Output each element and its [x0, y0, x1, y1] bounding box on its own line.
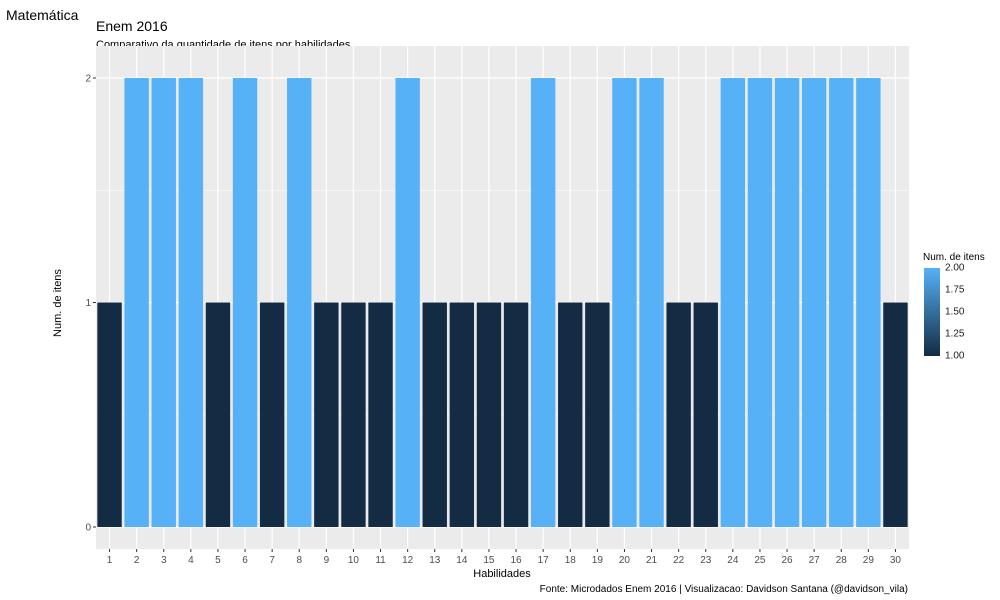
x-tick-label: 19	[592, 555, 604, 566]
x-tick-label: 13	[429, 555, 441, 566]
bar-28	[829, 78, 854, 527]
bar-6	[232, 78, 258, 527]
x-tick-label: 5	[215, 555, 221, 566]
x-tick-label: 18	[565, 555, 577, 566]
bar-30	[883, 302, 908, 527]
y-tick-label: 0	[85, 523, 91, 534]
bar-4	[178, 78, 204, 527]
bar-1	[97, 302, 122, 527]
bar-23	[693, 302, 718, 527]
legend-label: 1.75	[945, 284, 965, 296]
x-axis-label: Habilidades	[473, 568, 531, 580]
bars	[97, 78, 908, 527]
y-tick-label: 2	[85, 74, 91, 85]
bar-2	[124, 78, 149, 527]
x-tick-label: 20	[619, 555, 631, 566]
bar-27	[801, 78, 827, 527]
legend-label: 1.25	[945, 328, 965, 340]
bar-19	[585, 302, 610, 527]
y-axis-label: Num. de itens	[52, 269, 64, 337]
bar-12	[395, 78, 420, 527]
color-legend: Num. de itens 1.00 1.25 1.50 1.75 2.00	[923, 252, 985, 362]
bar-16	[503, 302, 529, 527]
x-tick-label: 28	[836, 555, 848, 566]
bar-9	[314, 302, 339, 527]
legend-label: 1.50	[945, 306, 965, 318]
bar-29	[856, 78, 881, 527]
legend-title: Num. de itens	[923, 252, 985, 263]
x-tick-label: 3	[161, 555, 167, 566]
bar-15	[476, 302, 502, 527]
y-axis: 0 1 2	[85, 74, 96, 534]
x-tick-label: 22	[673, 555, 685, 566]
x-tick-label: 14	[456, 555, 468, 566]
bar-21	[639, 78, 664, 527]
bar-24	[720, 78, 746, 527]
bar-26	[774, 78, 800, 527]
window-title: Matemática	[6, 7, 79, 23]
x-tick-label: 16	[510, 555, 522, 566]
bar-5	[205, 302, 231, 527]
bar-14	[449, 302, 475, 527]
x-axis: 1 2 3 4 5 6 7 8 9 10 11 12 13 14 15 16 17 18 19 20 21 22 23 24 2…	[107, 549, 902, 566]
x-tick-label: 11	[375, 555, 386, 566]
legend-label: 1.00	[945, 350, 965, 362]
x-tick-label: 12	[402, 555, 414, 566]
chart-caption: Fonte: Microdados Enem 2016 | Visualizac…	[539, 584, 908, 595]
plot-panel	[96, 46, 909, 549]
bar-10	[341, 302, 366, 527]
bar-3	[151, 78, 176, 527]
x-tick-label: 1	[107, 555, 113, 566]
y-tick-label: 1	[85, 298, 91, 309]
bar-8	[287, 78, 312, 527]
legend-color-bar	[924, 268, 940, 356]
bar-20	[612, 78, 637, 527]
x-tick-label: 6	[242, 555, 248, 566]
x-tick-label: 4	[188, 555, 194, 566]
x-tick-label: 26	[781, 555, 793, 566]
x-tick-label: 9	[324, 555, 330, 566]
chart-title: Enem 2016	[96, 18, 168, 34]
x-tick-label: 8	[296, 555, 302, 566]
bar-11	[368, 302, 393, 527]
legend-label: 2.00	[945, 262, 965, 274]
x-tick-label: 23	[700, 555, 712, 566]
x-tick-label: 15	[483, 555, 495, 566]
x-tick-label: 25	[754, 555, 766, 566]
x-tick-label: 30	[890, 555, 902, 566]
bar-17	[530, 78, 556, 527]
bar-25	[747, 78, 773, 527]
x-tick-label: 2	[134, 555, 140, 566]
bar-13	[422, 302, 447, 527]
x-tick-label: 21	[646, 555, 658, 566]
bar-18	[558, 302, 583, 527]
bar-22	[666, 302, 691, 527]
x-tick-label: 27	[809, 555, 821, 566]
bar-7	[259, 302, 285, 527]
x-tick-label: 24	[727, 555, 739, 566]
x-tick-label: 10	[348, 555, 360, 566]
x-tick-label: 17	[538, 555, 550, 566]
x-tick-label: 29	[863, 555, 875, 566]
x-tick-label: 7	[269, 555, 275, 566]
